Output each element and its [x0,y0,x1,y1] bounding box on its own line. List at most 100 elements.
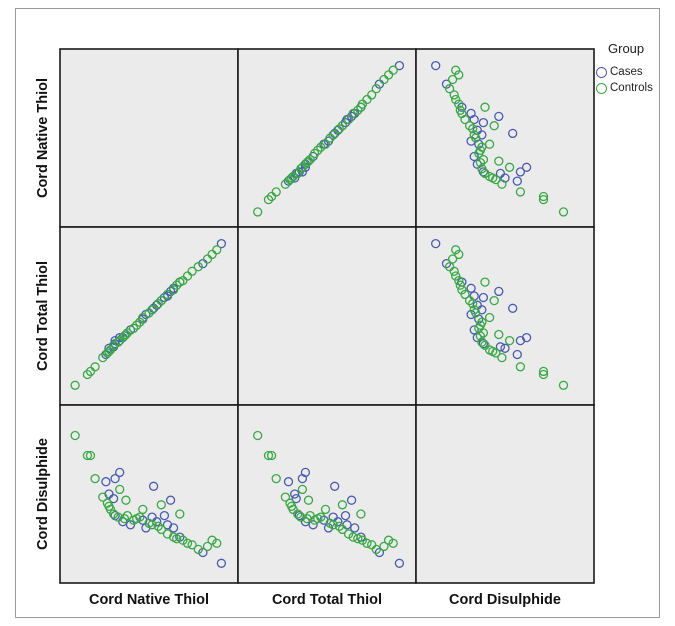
point-controls-8-disulphide-vs-native [113,512,123,522]
point-controls-2-disulphide-vs-total [266,450,277,461]
point-controls-0-total-vs-disulphide [558,380,569,390]
point-controls-28-total-vs-disulphide [494,329,504,340]
point-controls-5-total-vs-native [102,348,113,358]
point-controls-16-total-vs-disulphide [464,295,475,306]
point-controls-7-native-vs-disulphide [480,168,490,179]
point-controls-21-native-vs-total [362,94,372,105]
point-controls-22-disulphide-vs-native [187,540,197,550]
point-controls-25-disulphide-vs-native [207,535,217,545]
point-controls-23-native-vs-total [371,84,381,94]
point-cases-0-total-vs-native [216,238,227,249]
point-cases-0-disulphide-vs-native [216,558,227,568]
point-controls-13-disulphide-vs-native [135,512,145,522]
point-cases-3-total-vs-disulphide [478,292,489,303]
point-controls-21-total-vs-native [182,271,193,281]
point-controls-5-native-vs-total [285,174,295,185]
point-controls-23-total-vs-disulphide [444,262,455,272]
point-controls-0-disulphide-vs-native [70,430,80,441]
point-controls-7-native-vs-total [293,168,303,179]
point-controls-24-disulphide-vs-native [202,541,213,552]
point-controls-27-disulphide-vs-total [297,484,308,495]
point-controls-2-native-vs-disulphide [538,191,549,202]
point-controls-4-native-vs-disulphide [497,179,507,189]
y-axis-label-0: Cord Native Thiol [35,77,51,199]
x-axis-label-0: Cord Native Thiol [88,592,210,608]
point-cases-18-disulphide-vs-native [198,547,208,558]
point-controls-27-native-vs-disulphide [504,162,515,172]
panel-total-vs-disulphide [415,226,595,406]
point-controls-29-total-vs-native [138,312,148,323]
point-cases-12-disulphide-vs-total [290,489,300,499]
point-controls-15-native-vs-disulphide [468,124,478,134]
point-cases-15-disulphide-vs-total [291,493,301,504]
point-controls-20-native-vs-disulphide [454,99,464,109]
point-controls-9-disulphide-vs-native [119,513,130,524]
x-axis-label-2: Cord Disulphide [449,592,561,608]
point-controls-21-disulphide-vs-native [182,538,193,548]
point-controls-25-native-vs-disulphide [454,70,464,80]
point-controls-21-native-vs-disulphide [451,94,461,105]
point-controls-13-native-vs-disulphide [477,142,487,152]
point-cases-0-native-vs-disulphide [431,60,441,71]
point-cases-10-disulphide-vs-total [294,510,304,521]
point-controls-23-disulphide-vs-native [193,544,203,555]
point-controls-32-native-vs-disulphide [488,173,498,183]
point-cases-15-native-vs-disulphide [495,168,506,179]
point-controls-26-native-vs-disulphide [451,65,461,75]
point-cases-19-total-vs-disulphide [466,309,476,320]
point-cases-16-total-vs-disulphide [508,303,518,313]
point-controls-21-total-vs-disulphide [451,271,461,281]
point-controls-25-native-vs-total [383,70,394,80]
point-controls-27-total-vs-native [115,335,125,346]
point-controls-32-native-vs-total [286,173,297,183]
point-controls-4-disulphide-vs-native [98,492,108,502]
point-cases-12-native-vs-total [290,173,300,183]
point-controls-17-total-vs-disulphide [460,289,470,300]
point-controls-28-disulphide-vs-native [121,495,131,505]
point-controls-29-native-vs-disulphide [484,139,495,149]
point-controls-24-disulphide-vs-total [379,541,389,552]
panel-native-vs-native [59,48,239,228]
point-controls-25-total-vs-native [207,249,217,260]
point-controls-9-total-vs-native [119,331,130,341]
point-controls-7-disulphide-vs-native [108,509,119,519]
point-controls-29-disulphide-vs-native [138,504,148,515]
point-controls-18-disulphide-vs-total [348,532,358,542]
point-controls-8-disulphide-vs-total [296,512,306,522]
point-cases-0-disulphide-vs-total [394,558,405,568]
point-controls-9-native-vs-total [302,157,312,168]
point-controls-33-disulphide-vs-total [328,520,338,530]
point-controls-16-native-vs-disulphide [464,121,475,131]
point-controls-22-total-vs-native [187,266,197,276]
legend-label-controls: Controls [610,82,653,94]
point-controls-28-native-vs-disulphide [494,156,504,166]
point-controls-30-total-vs-native [156,295,166,306]
point-cases-15-total-vs-disulphide [495,342,506,352]
point-controls-26-disulphide-vs-total [388,538,398,548]
point-controls-1-total-vs-disulphide [538,369,549,380]
point-controls-1-native-vs-disulphide [538,194,549,205]
point-controls-1-disulphide-vs-total [263,450,274,461]
point-controls-14-total-vs-native [144,308,154,318]
point-cases-12-total-vs-disulphide [500,343,510,353]
x-axis-label-1: Cord Total Thiol [271,592,383,608]
point-controls-17-disulphide-vs-total [343,529,354,539]
point-controls-31-total-vs-native [175,277,185,287]
panel-total-vs-total [237,226,417,406]
point-controls-3-disulphide-vs-native [90,473,100,484]
point-controls-17-native-vs-total [343,114,354,125]
point-controls-18-total-vs-native [168,285,179,295]
point-controls-8-native-vs-disulphide [477,164,487,174]
point-controls-32-disulphide-vs-native [104,501,114,511]
point-controls-19-disulphide-vs-total [353,534,363,544]
point-cases-14-native-vs-disulphide [521,162,532,172]
legend-item-controls: Controls [596,82,653,94]
point-cases-13-disulphide-vs-native [110,473,120,484]
point-controls-3-disulphide-vs-total [271,473,281,484]
point-controls-23-disulphide-vs-total [371,544,381,555]
point-controls-30-native-vs-disulphide [489,121,499,131]
point-controls-31-disulphide-vs-native [175,509,185,519]
point-controls-33-native-vs-disulphide [469,130,479,140]
point-controls-22-native-vs-disulphide [449,90,459,100]
